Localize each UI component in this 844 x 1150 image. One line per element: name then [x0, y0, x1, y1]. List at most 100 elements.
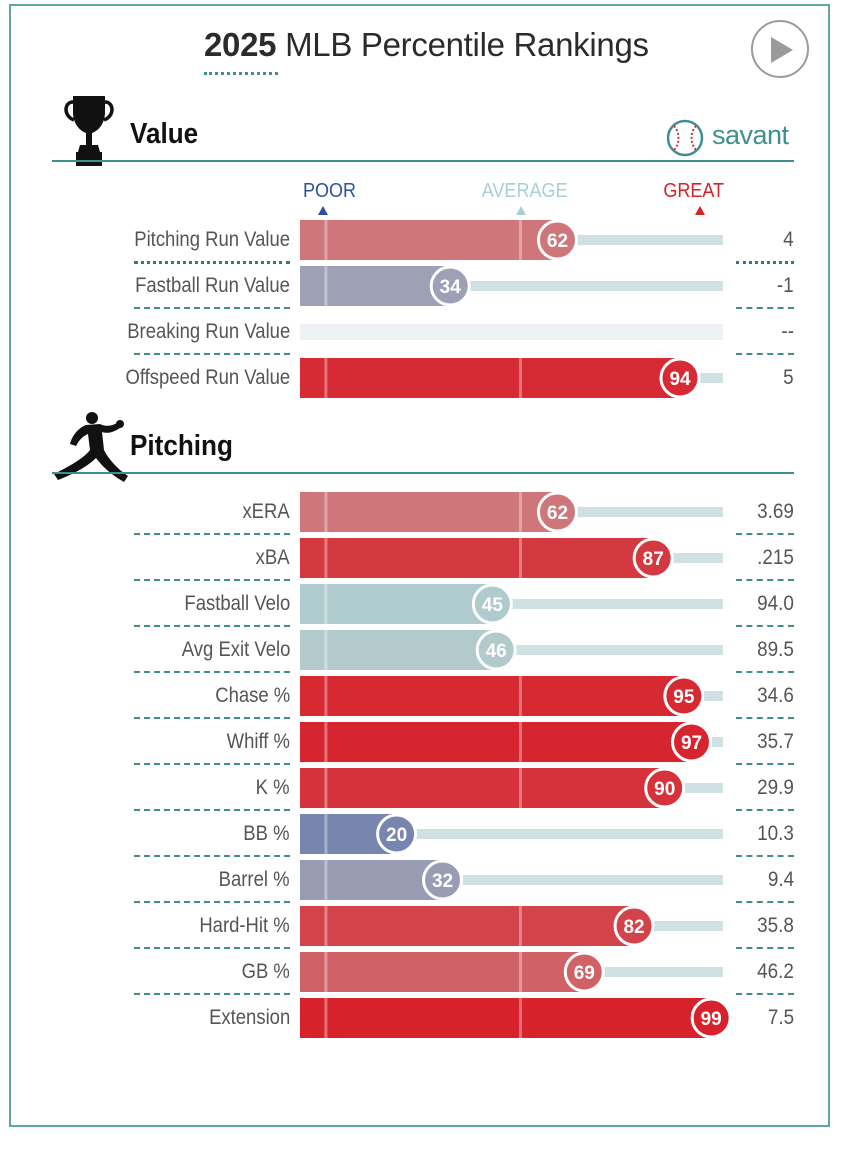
page-title: 2025 MLB Percentile Rankings [204, 26, 649, 64]
metric-row[interactable]: xERA 3.69 62 [0, 491, 844, 533]
row-separator [736, 353, 794, 355]
percentile-track: 87 [300, 537, 723, 579]
metric-label: Hard-Hit % [199, 914, 290, 937]
percentile-marker[interactable] [632, 537, 674, 579]
title-text: MLB Percentile Rankings [285, 26, 649, 63]
percentile-marker[interactable] [471, 583, 513, 625]
percentile-marker[interactable] [663, 675, 705, 717]
poor-gridline [324, 814, 328, 854]
metric-row[interactable]: Breaking Run Value -- [0, 312, 844, 352]
poor-gridline [324, 220, 328, 260]
percentile-marker[interactable] [536, 491, 578, 533]
average-gridline [518, 220, 522, 260]
percentile-track: 94 [300, 357, 723, 399]
metric-value: 10.3 [757, 822, 794, 845]
percentile-track: 34 [300, 265, 723, 307]
metric-row[interactable]: Hard-Hit % 35.8 82 [0, 905, 844, 947]
poor-gridline [324, 676, 328, 716]
row-separator [134, 261, 290, 264]
percentile-marker[interactable] [690, 997, 732, 1039]
great-marker-icon [695, 206, 705, 215]
metric-label: Offspeed Run Value [125, 366, 290, 389]
percentile-label: 95 [673, 687, 695, 708]
metric-row[interactable]: Avg Exit Velo 89.5 46 [0, 629, 844, 671]
percentile-label: 62 [547, 503, 568, 524]
metric-row[interactable]: Fastball Velo 94.0 45 [0, 583, 844, 625]
metric-row[interactable]: Pitching Run Value 4 62 [0, 219, 844, 261]
metric-row[interactable]: Barrel % 9.4 32 [0, 859, 844, 901]
track-line [300, 281, 723, 291]
metric-row[interactable]: GB % 46.2 69 [0, 951, 844, 993]
metric-value: 35.7 [757, 730, 794, 753]
metric-row[interactable]: BB % 10.3 20 [0, 813, 844, 855]
metric-row[interactable]: Extension 7.5 99 [0, 997, 844, 1039]
percentile-track: 62 [300, 219, 723, 261]
poor-gridline [324, 492, 328, 532]
row-separator [736, 307, 794, 309]
metric-value: 9.4 [767, 868, 794, 891]
percentile-marker[interactable] [644, 767, 686, 809]
percentile-marker[interactable] [613, 905, 655, 947]
percentile-marker[interactable] [429, 265, 471, 307]
percentile-marker[interactable] [563, 951, 605, 993]
average-gridline [518, 952, 522, 992]
row-separator [736, 579, 794, 581]
percentile-bar [300, 906, 635, 946]
metric-label: xERA [242, 500, 290, 523]
percentile-marker[interactable] [376, 813, 418, 855]
metric-row[interactable]: xBA .215 87 [0, 537, 844, 579]
row-separator [736, 625, 794, 627]
percentile-marker[interactable] [671, 721, 713, 763]
percentile-track: 95 [300, 675, 723, 717]
section-title-value: Value [130, 118, 199, 150]
percentile-label: 62 [547, 231, 568, 252]
metric-row[interactable]: Offspeed Run Value 5 94 [0, 357, 844, 399]
percentile-track: 32 [300, 859, 723, 901]
poor-gridline [324, 768, 328, 808]
percentile-track: 90 [300, 767, 723, 809]
metric-value: .215 [757, 546, 794, 569]
row-separator [134, 855, 290, 857]
row-separator [134, 307, 290, 309]
percentile-track: 99 [300, 997, 732, 1039]
percentile-marker[interactable] [536, 219, 578, 261]
metric-value: 34.6 [757, 684, 794, 707]
poor-gridline [324, 266, 328, 306]
play-button[interactable] [751, 20, 809, 78]
percentile-label: 97 [681, 733, 702, 754]
row-separator [736, 809, 794, 811]
row-separator [736, 763, 794, 765]
poor-gridline [324, 906, 328, 946]
metric-row[interactable]: Whiff % 35.7 97 [0, 721, 844, 763]
percentile-bar [300, 358, 681, 398]
percentile-bar [300, 768, 665, 808]
metric-row[interactable]: Fastball Run Value -1 34 [0, 265, 844, 307]
trophy-icon [64, 96, 114, 166]
empty-track [300, 324, 723, 340]
percentile-label: 87 [643, 549, 664, 570]
percentile-label: 32 [432, 871, 453, 892]
percentile-bar [300, 266, 451, 306]
row-separator [134, 901, 290, 903]
metric-label: Extension [208, 1006, 290, 1029]
metric-label: Avg Exit Velo [181, 638, 290, 661]
percentile-label: 20 [386, 825, 407, 846]
poor-gridline [324, 860, 328, 900]
title-underline [204, 72, 278, 75]
poor-gridline [324, 358, 328, 398]
metric-value: 5 [783, 366, 794, 389]
percentile-bar [300, 630, 497, 670]
metric-row[interactable]: Chase % 34.6 95 [0, 675, 844, 717]
metric-row[interactable]: K % 29.9 90 [0, 767, 844, 809]
percentile-bar [300, 584, 493, 624]
percentile-bar [300, 492, 558, 532]
average-marker-icon [516, 206, 526, 215]
row-separator [134, 533, 290, 535]
percentile-marker[interactable] [475, 629, 517, 671]
section-rule-pitching [52, 472, 794, 474]
average-gridline [518, 676, 522, 716]
percentile-marker[interactable] [422, 859, 464, 901]
percentile-marker[interactable] [659, 357, 701, 399]
percentile-track [300, 324, 723, 340]
percentile-label: 94 [669, 369, 691, 390]
